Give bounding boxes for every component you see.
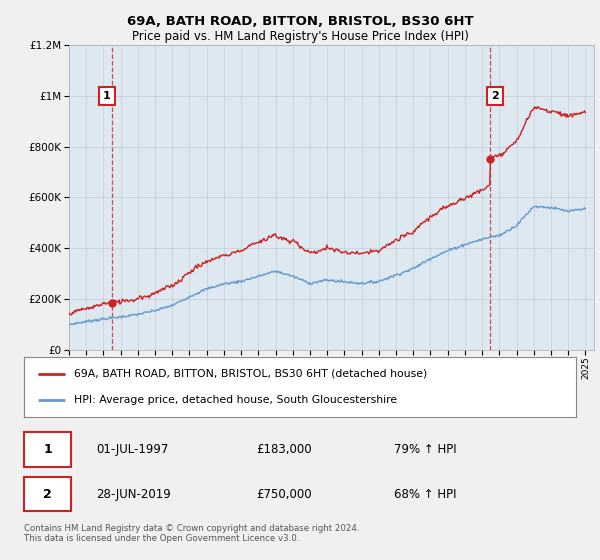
Text: Price paid vs. HM Land Registry's House Price Index (HPI): Price paid vs. HM Land Registry's House … <box>131 30 469 43</box>
FancyBboxPatch shape <box>24 432 71 466</box>
Text: 28-JUN-2019: 28-JUN-2019 <box>96 488 170 501</box>
Text: 69A, BATH ROAD, BITTON, BRISTOL, BS30 6HT (detached house): 69A, BATH ROAD, BITTON, BRISTOL, BS30 6H… <box>74 368 427 379</box>
FancyBboxPatch shape <box>24 477 71 511</box>
Text: 1: 1 <box>43 443 52 456</box>
Text: 01-JUL-1997: 01-JUL-1997 <box>96 443 168 456</box>
Text: 68% ↑ HPI: 68% ↑ HPI <box>394 488 457 501</box>
Text: 79% ↑ HPI: 79% ↑ HPI <box>394 443 457 456</box>
Text: £750,000: £750,000 <box>256 488 311 501</box>
Text: 2: 2 <box>491 91 499 101</box>
Text: HPI: Average price, detached house, South Gloucestershire: HPI: Average price, detached house, Sout… <box>74 395 397 405</box>
Text: 69A, BATH ROAD, BITTON, BRISTOL, BS30 6HT: 69A, BATH ROAD, BITTON, BRISTOL, BS30 6H… <box>127 15 473 28</box>
Text: Contains HM Land Registry data © Crown copyright and database right 2024.
This d: Contains HM Land Registry data © Crown c… <box>24 524 359 543</box>
Text: 1: 1 <box>103 91 111 101</box>
Text: £183,000: £183,000 <box>256 443 311 456</box>
Text: 2: 2 <box>43 488 52 501</box>
